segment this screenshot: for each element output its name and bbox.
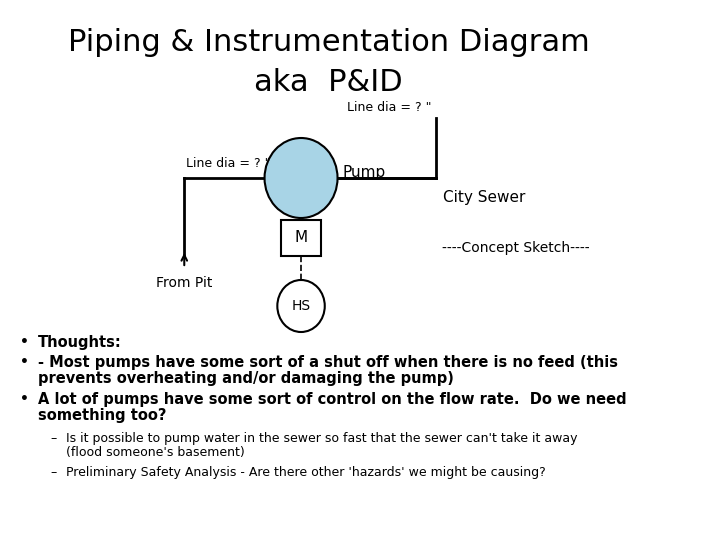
Text: City Sewer: City Sewer [444, 190, 526, 205]
Bar [281, 220, 321, 256]
Text: something too?: something too? [38, 408, 167, 423]
Text: Thoughts:: Thoughts: [38, 335, 122, 350]
Text: From Pit: From Pit [156, 276, 212, 290]
Text: •: • [20, 392, 29, 406]
Circle shape [264, 138, 338, 218]
Text: •: • [20, 355, 29, 369]
Text: prevents overheating and/or damaging the pump): prevents overheating and/or damaging the… [38, 371, 454, 386]
Text: aka  P&ID: aka P&ID [254, 68, 402, 97]
Text: •: • [20, 335, 29, 349]
Text: (flood someone's basement): (flood someone's basement) [66, 446, 244, 459]
Circle shape [277, 280, 325, 332]
Text: M: M [294, 231, 307, 246]
Text: Is it possible to pump water in the sewer so fast that the sewer can't take it a: Is it possible to pump water in the sewe… [66, 432, 577, 445]
Text: A lot of pumps have some sort of control on the flow rate.  Do we need: A lot of pumps have some sort of control… [38, 392, 627, 407]
Text: Line dia = ? ": Line dia = ? " [186, 157, 271, 170]
Text: –: – [50, 432, 56, 445]
Text: Pump: Pump [342, 165, 385, 180]
Text: Line dia = ? ": Line dia = ? " [347, 101, 431, 114]
Text: ----Concept Sketch----: ----Concept Sketch---- [441, 241, 589, 255]
Text: - Most pumps have some sort of a shut off when there is no feed (this: - Most pumps have some sort of a shut of… [38, 355, 618, 370]
Text: –: – [50, 466, 56, 479]
Text: Preliminary Safety Analysis - Are there other 'hazards' we might be causing?: Preliminary Safety Analysis - Are there … [66, 466, 546, 479]
Text: Piping & Instrumentation Diagram: Piping & Instrumentation Diagram [68, 28, 589, 57]
Text: HS: HS [292, 299, 310, 313]
